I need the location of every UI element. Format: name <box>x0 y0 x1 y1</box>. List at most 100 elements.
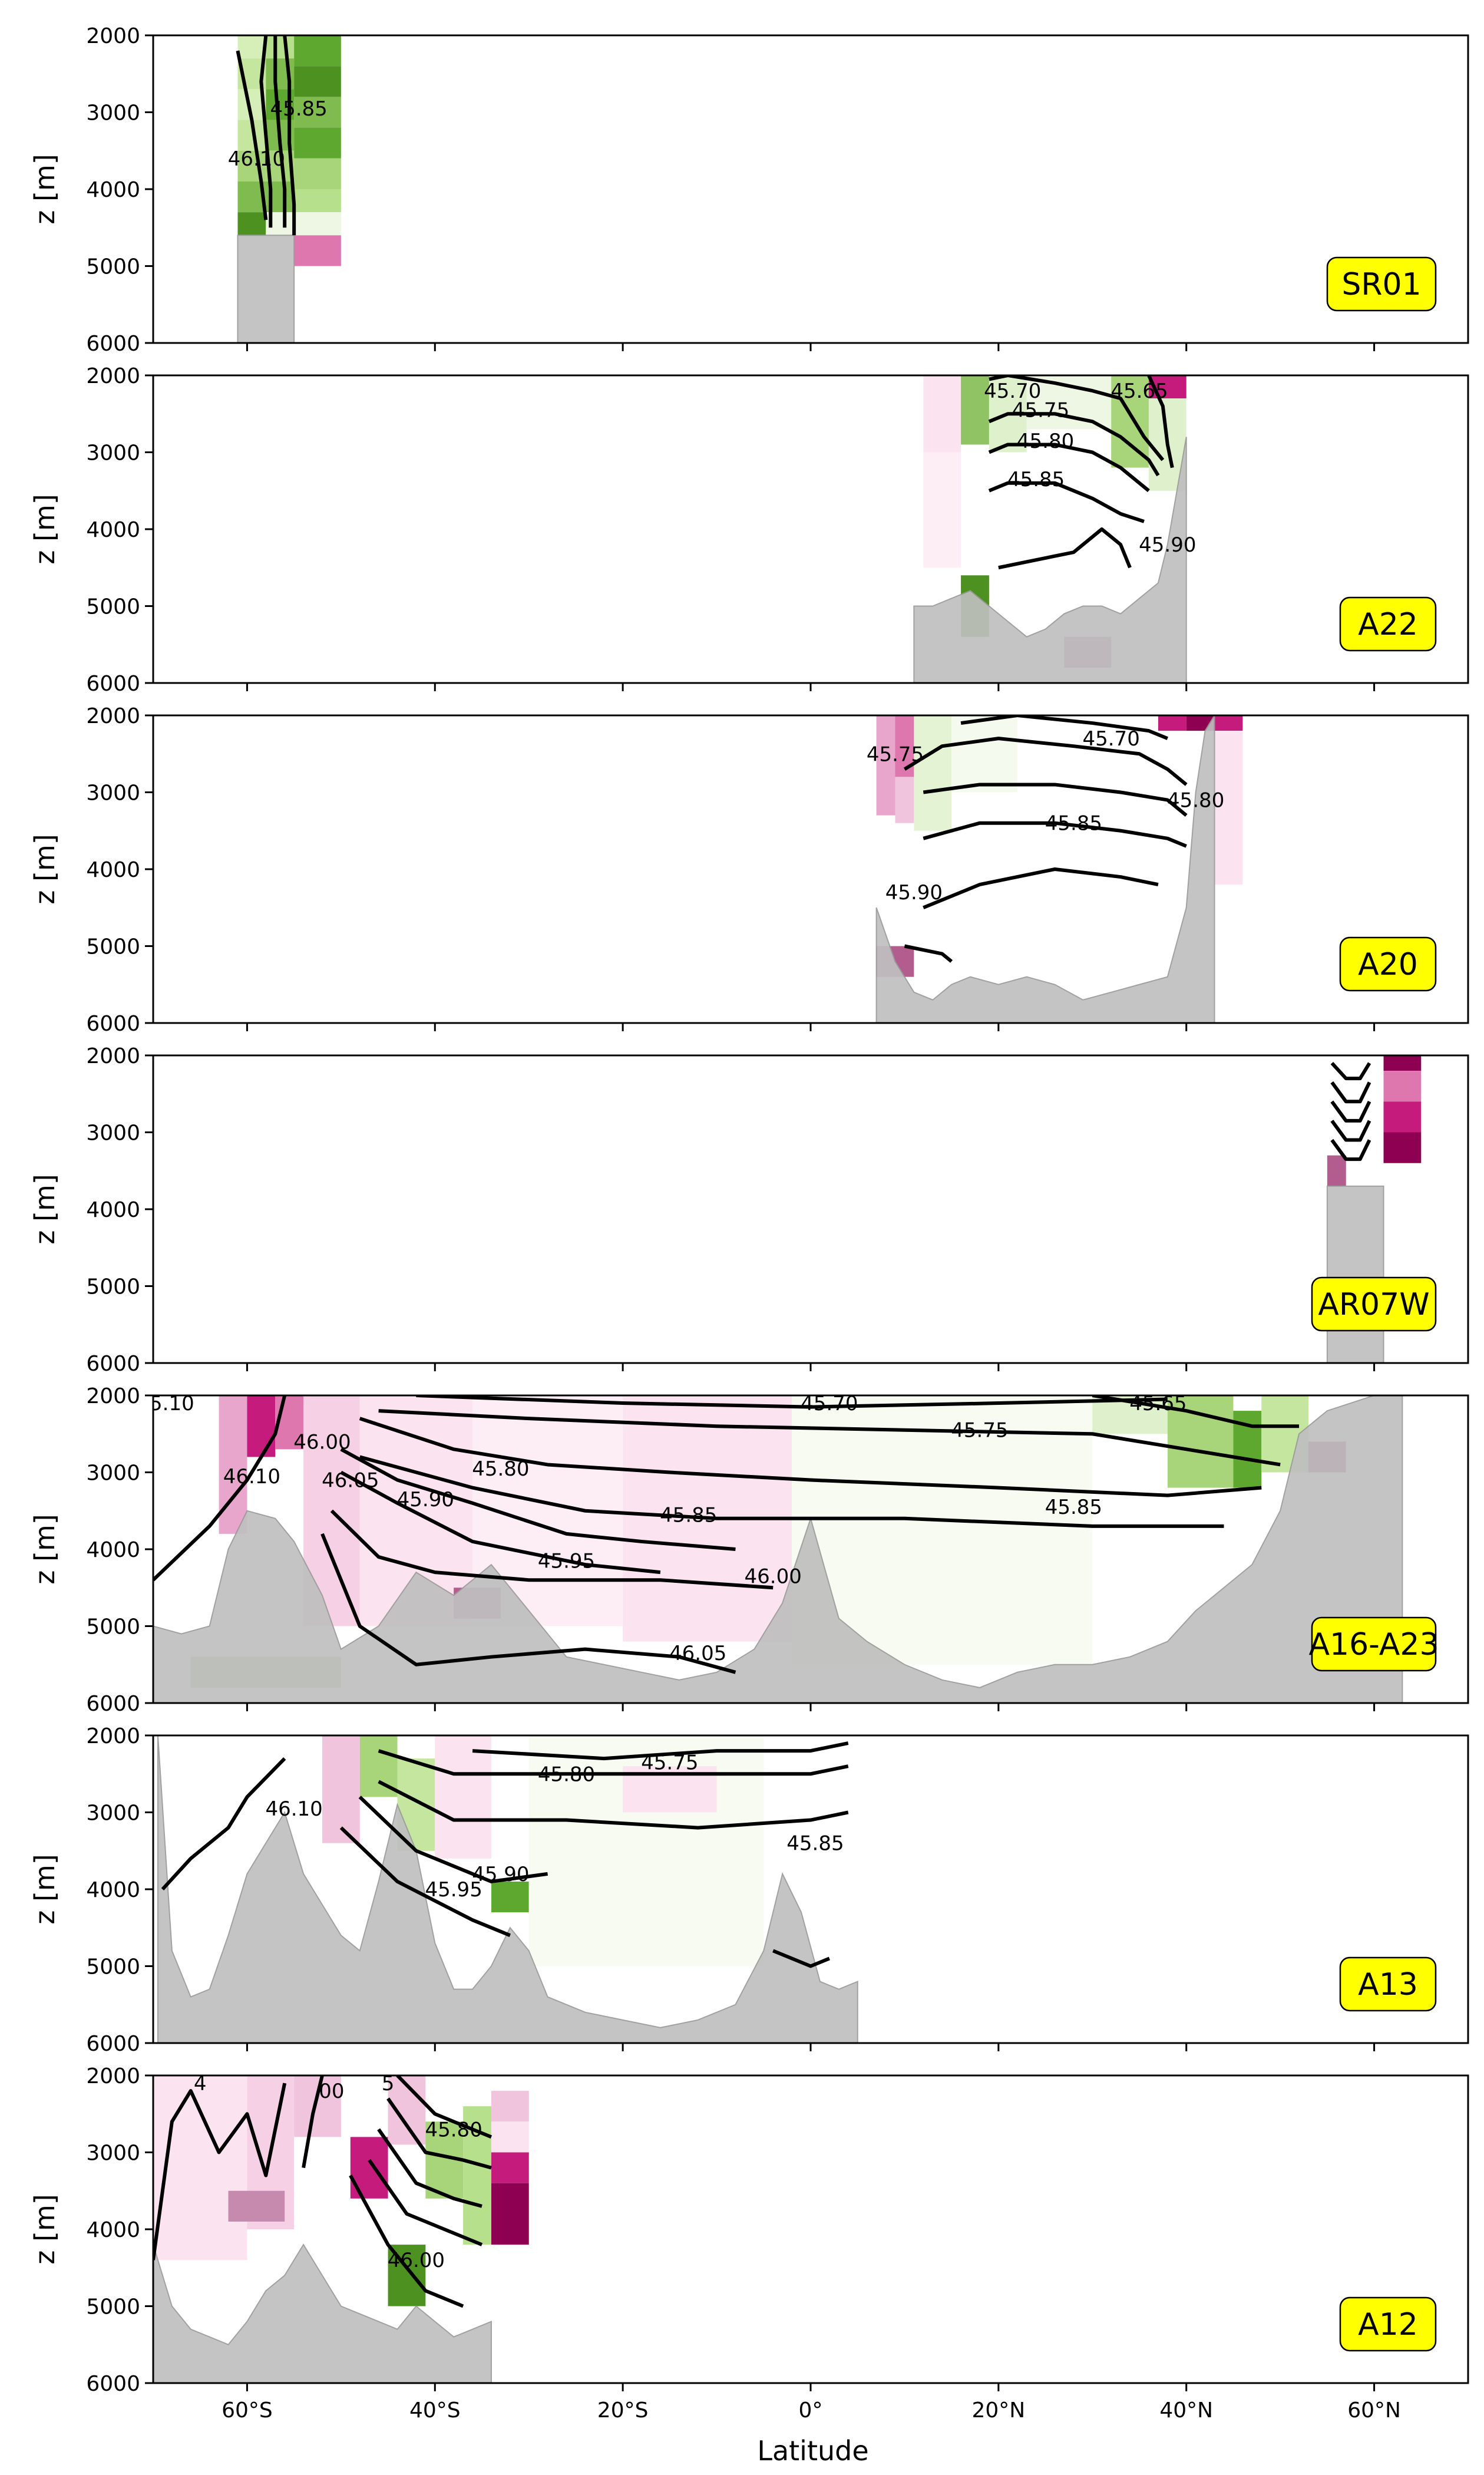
section-cell <box>491 1881 529 1913</box>
y-axis-label: z [m] <box>29 494 61 564</box>
y-axis-label: z [m] <box>29 1854 61 1924</box>
section-cell <box>491 2152 529 2183</box>
y-tick-label: 5000 <box>86 2295 140 2319</box>
contour-line <box>772 1949 831 1968</box>
contour-label: 46.10 <box>228 147 285 171</box>
contour-label: 45.65 <box>1129 1392 1186 1415</box>
panel-a22: 45.70 45.65 45.75 45.80 45.85 45.90 2000 3000 40… <box>29 364 1469 696</box>
contour-label: 46.05 <box>669 1642 726 1665</box>
x-tick-label: 20°N <box>971 2398 1025 2423</box>
y-tick-label: 2000 <box>86 364 140 388</box>
section-badge <box>1326 256 1437 312</box>
contour-line <box>1092 1395 1300 1428</box>
contour-line <box>989 375 1165 461</box>
section-cell <box>294 97 341 128</box>
y-tick-label: 4000 <box>86 858 140 882</box>
contour-line <box>153 2083 287 2260</box>
contour-label: 45.85 <box>270 97 327 121</box>
contour-line <box>396 2075 493 2139</box>
section-cell <box>914 715 952 831</box>
y-tick-label: 3000 <box>86 1121 140 1146</box>
y-tick-label: 6000 <box>86 1352 140 1376</box>
y-tick-label: 3000 <box>86 781 140 806</box>
contour-label: 45.80 <box>538 1763 595 1786</box>
contour-label: 5.10 <box>150 1392 194 1415</box>
seafloor <box>875 715 1215 1023</box>
contour-label: 45.75 <box>1012 399 1069 423</box>
section-cell <box>294 127 341 159</box>
section-cell <box>153 2075 247 2260</box>
panel-a16-a23: 45.70 45.65 45.75 45.80 45.85 45.85 45.90 45.95… <box>29 1384 1469 1716</box>
contour-label: 45.80 <box>1017 430 1074 453</box>
contour-line <box>988 412 1160 477</box>
x-tick-label: 40°N <box>1159 2398 1213 2423</box>
section-cell <box>491 2183 529 2245</box>
section-cell <box>247 1395 276 1457</box>
contour-label: 45.85 <box>1045 812 1102 836</box>
contour-line <box>923 821 1187 848</box>
section-cell <box>294 235 341 266</box>
contour-line <box>904 944 953 963</box>
y-tick-label: 5000 <box>86 1955 140 1979</box>
contour-label: 46.00 <box>745 1565 802 1589</box>
contour-label: 46.10 <box>223 1465 280 1489</box>
contour-line <box>378 1749 849 1776</box>
panel-sr01: 45.85 46.10 2000 3000 4000 5000 6000 z [m] SR01 <box>29 24 1469 356</box>
y-tick-label: 4000 <box>86 1878 140 1902</box>
section-cell <box>275 1395 304 1450</box>
contour-label: 45.80 <box>1167 789 1224 813</box>
section-badge <box>1339 1956 1437 2012</box>
y-tick-label: 4000 <box>86 1538 140 1562</box>
contour-label: 45.90 <box>397 1488 454 1512</box>
y-tick-label: 4000 <box>86 2218 140 2242</box>
contour-label: 45.90 <box>885 881 943 905</box>
contour-line <box>378 1409 1281 1467</box>
section-name: AR07W <box>1318 1287 1429 1322</box>
contour-line <box>358 1796 548 1883</box>
section-name: A13 <box>1358 1967 1418 2002</box>
y-tick-label: 6000 <box>86 332 140 356</box>
plot-area: 45.70 45.65 45.75 45.80 45.85 45.90 <box>913 375 1197 683</box>
plot-frame <box>152 1054 1469 1364</box>
contour-line <box>988 481 1145 523</box>
y-tick-label: 3000 <box>86 101 140 126</box>
y-axis-label: z [m] <box>29 2194 61 2264</box>
section-cell <box>294 158 341 189</box>
y-tick-label: 4000 <box>86 178 140 202</box>
seafloor <box>153 1395 1403 1703</box>
section-cell <box>322 1735 360 1843</box>
contour-line <box>259 35 273 228</box>
section-cell <box>951 715 1017 793</box>
section-cell <box>1383 1101 1422 1133</box>
section-cell <box>1158 715 1186 731</box>
contour-line <box>386 2097 492 2170</box>
contour-line <box>340 1470 661 1575</box>
contour-line <box>340 1447 736 1551</box>
y-tick-label: 3000 <box>86 441 140 466</box>
section-cell <box>491 2121 529 2153</box>
section-badge <box>1311 1276 1437 1332</box>
section-cell <box>876 715 895 816</box>
contour-label: 4 <box>194 2072 207 2096</box>
contour-label: 45.85 <box>786 1832 844 1856</box>
section-cell <box>1383 1071 1422 1102</box>
section-cell <box>237 35 266 59</box>
contour-label: 45.85 <box>660 1503 717 1527</box>
x-tick-label: 60°N <box>1347 2398 1401 2423</box>
section-cell <box>961 375 989 445</box>
contour-label: 46.10 <box>265 1797 322 1821</box>
section-cell <box>792 1395 1093 1665</box>
contour-line <box>988 443 1150 493</box>
contour-label: 45.70 <box>984 380 1041 403</box>
y-tick-label: 5000 <box>86 1615 140 1639</box>
contour-label: 45.90 <box>1139 533 1196 557</box>
section-cell <box>294 35 341 67</box>
section-cell <box>294 66 341 97</box>
section-name: SR01 <box>1341 267 1421 302</box>
section-badge <box>1311 1616 1437 1672</box>
y-tick-label: 2000 <box>86 24 140 48</box>
y-tick-label: 5000 <box>86 595 140 619</box>
y-tick-label: 2000 <box>86 2064 140 2088</box>
section-badge <box>1339 2296 1437 2352</box>
